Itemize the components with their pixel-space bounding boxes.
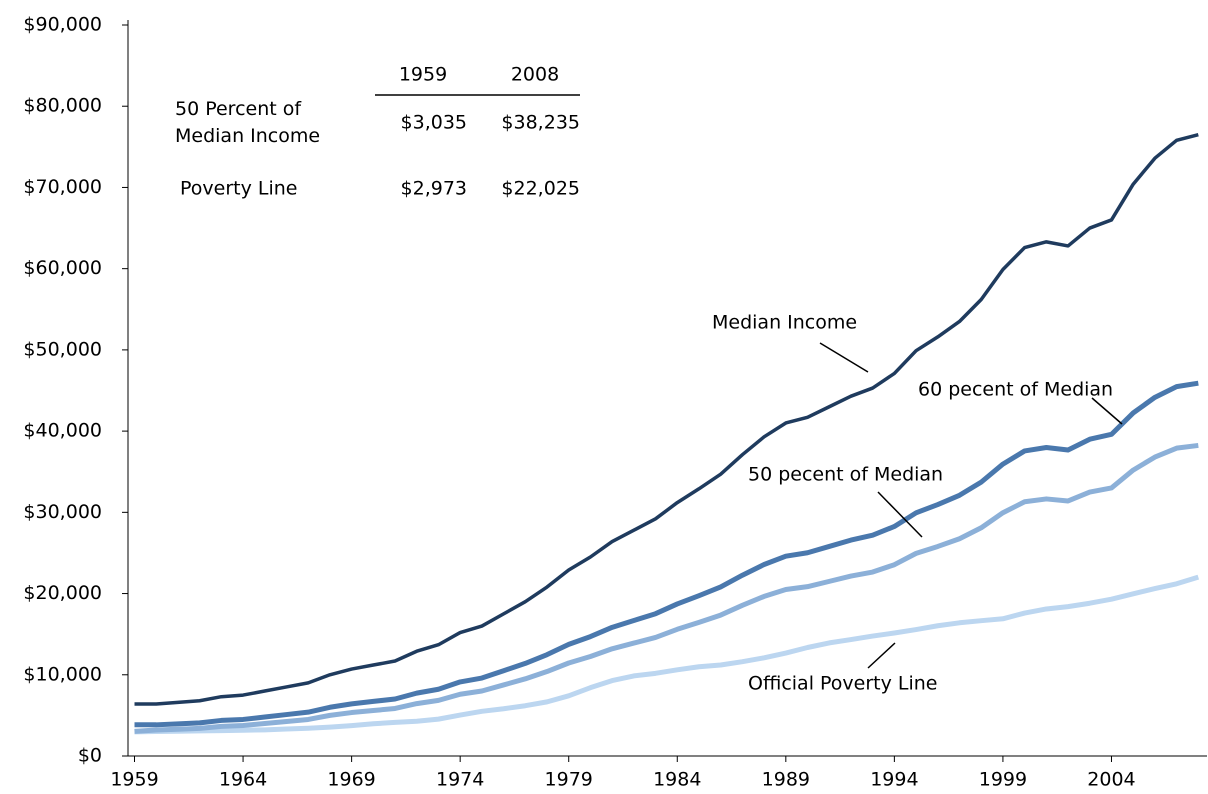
series-label: Official Poverty Line (748, 673, 938, 695)
y-tick-label: $30,000 (23, 501, 102, 523)
x-tick-label: 1964 (219, 769, 267, 791)
x-tick-label: 1969 (327, 769, 375, 791)
x-tick-label: 1984 (653, 769, 701, 791)
series-line (134, 442, 1199, 734)
series-label: Median Income (712, 312, 857, 334)
table-cell: $22,025 (501, 178, 580, 200)
y-tick-label: $40,000 (23, 420, 102, 442)
x-tick-label: 1999 (979, 769, 1027, 791)
table-header: 2008 (511, 64, 559, 86)
table-header: 1959 (399, 64, 447, 86)
y-tick-label: $20,000 (23, 582, 102, 604)
y-tick-label: $60,000 (23, 257, 102, 279)
series-line (134, 574, 1200, 735)
x-tick-label: 1959 (110, 769, 158, 791)
leader-line (1091, 397, 1123, 425)
y-tick-label: $70,000 (23, 176, 102, 198)
leader-line (867, 642, 896, 669)
x-tick-label: 1994 (870, 769, 918, 791)
x-tick-label: 1974 (436, 769, 484, 791)
leader-line (877, 491, 923, 538)
series-label: 60 pecent of Median (918, 379, 1113, 401)
y-tick-label: $80,000 (23, 95, 102, 117)
table-row-label: 50 Percent of (175, 98, 302, 120)
table-cell: $3,035 (401, 112, 467, 134)
table-cell: $38,235 (501, 112, 580, 134)
y-tick-label: $10,000 (23, 663, 102, 685)
table-row-label: Median Income (175, 125, 320, 147)
y-tick-label: $90,000 (23, 14, 102, 36)
series-line (134, 132, 1199, 706)
table-cell: $2,973 (401, 178, 467, 200)
y-tick-label: $0 (78, 745, 102, 767)
leader-line (819, 342, 869, 373)
series-label: 50 pecent of Median (748, 464, 943, 486)
x-tick-label: 1979 (545, 769, 593, 791)
x-tick-label: 2004 (1087, 769, 1135, 791)
x-tick-label: 1989 (762, 769, 810, 791)
table-row-label: Poverty Line (180, 178, 297, 200)
y-tick-label: $50,000 (23, 338, 102, 360)
series-line (134, 380, 1199, 728)
